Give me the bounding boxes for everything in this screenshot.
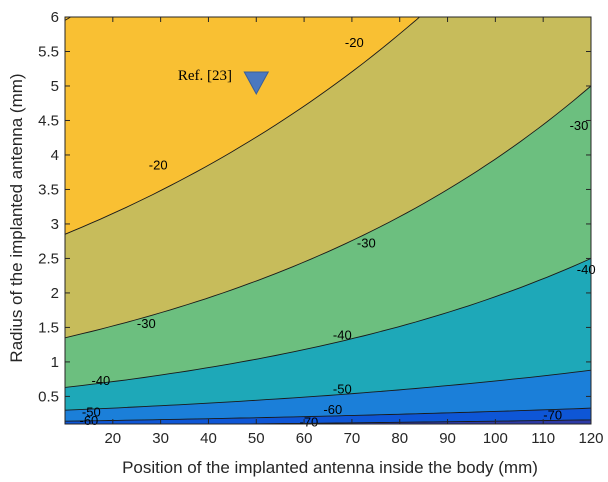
contour-label: -30 — [137, 316, 156, 331]
x-tick-label: 20 — [104, 430, 121, 447]
contour-fill-40 — [65, 258, 591, 424]
contour-label: -30 — [570, 118, 589, 133]
x-tick-label: 80 — [391, 430, 408, 447]
contour-label: -70 — [300, 415, 319, 430]
contour-lines — [65, 17, 591, 424]
plot-frame — [64, 16, 592, 425]
contour-line-40 — [65, 257, 591, 388]
y-tick-label: 4 — [51, 147, 59, 164]
contour-label: -60 — [323, 402, 342, 417]
y-tick-label: 2 — [51, 285, 59, 302]
y-tick-label: 6 — [51, 9, 59, 26]
x-tick-label: 70 — [344, 430, 361, 447]
contour-label: -20 — [149, 157, 168, 172]
contour-label: -50 — [333, 382, 352, 397]
contour-fills — [65, 17, 591, 424]
x-tick-label: 120 — [578, 430, 603, 447]
contour-label: -20 — [345, 35, 364, 50]
y-tick-label: 0.5 — [38, 388, 59, 405]
x-tick-label: 30 — [152, 430, 169, 447]
y-tick-label: 1 — [51, 354, 59, 371]
contour-label: -40 — [333, 328, 352, 343]
x-tick-label: 100 — [483, 430, 508, 447]
x-axis-ticks: 20 30 40 50 60 70 80 90 100 110 120 — [104, 17, 604, 447]
contour-label: -40 — [92, 373, 111, 388]
y-tick-label: 5 — [51, 78, 59, 95]
contour-labels: -20-20-30-30-30-40-40-40-50-50 -60-60 -70-… — [80, 35, 596, 429]
x-tick-label: 50 — [248, 430, 265, 447]
contour-label: -30 — [357, 235, 376, 250]
x-axis-label: Position of the implanted antenna inside… — [122, 458, 538, 477]
y-tick-label: 1.5 — [38, 319, 59, 336]
contour-fill-50 — [65, 370, 591, 424]
y-tick-label: 4.5 — [38, 112, 59, 129]
contour-line-70 — [183, 419, 591, 424]
y-tick-label: 3 — [51, 216, 59, 233]
y-axis-ticks: 0.5 1 1.5 2 2.5 3 3.5 4 4.5 5 5.5 6 — [38, 9, 591, 405]
contour-fill-70 — [231, 419, 591, 424]
contour-label: -50 — [82, 404, 101, 419]
marker-label: Ref. [23] — [178, 68, 232, 84]
y-tick-label: 3.5 — [38, 181, 59, 198]
y-tick-label: 2.5 — [38, 250, 59, 267]
contour-line-60 — [65, 407, 591, 422]
x-tick-label: 60 — [296, 430, 313, 447]
contour-label: -70 — [543, 408, 562, 423]
x-tick-label: 40 — [200, 430, 217, 447]
reference-marker — [243, 71, 270, 96]
contour-fill-60 — [65, 408, 591, 424]
contour-line-20 — [65, 17, 421, 235]
y-axis-label: Radius of the implanted antenna (mm) — [7, 73, 26, 362]
contour-line-50 — [65, 369, 591, 411]
contour-line-30 — [65, 85, 591, 339]
triangle-down-marker — [243, 71, 270, 96]
contour-label: -60 — [80, 413, 99, 428]
x-tick-label: 90 — [439, 430, 456, 447]
contour-label: -40 — [577, 262, 596, 277]
y-tick-label: 5.5 — [38, 43, 59, 60]
x-tick-label: 110 — [531, 430, 555, 447]
